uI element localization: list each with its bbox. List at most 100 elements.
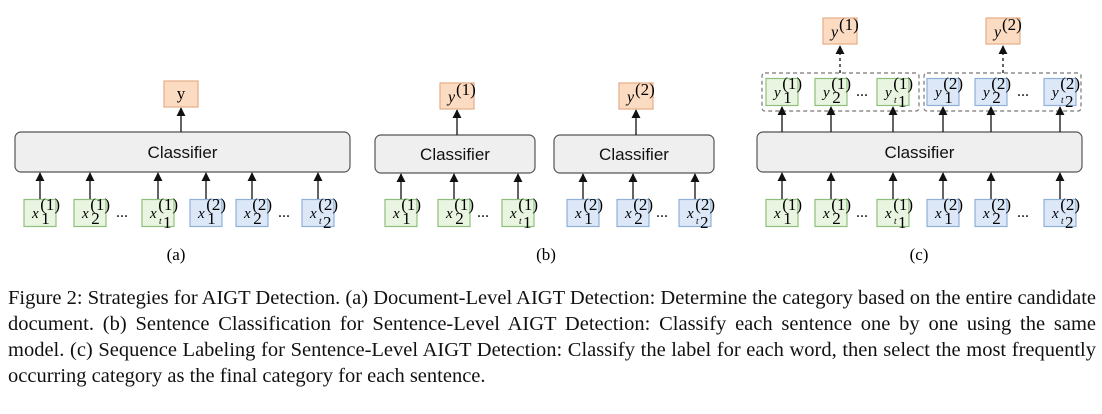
token-superscript: (2) <box>318 195 338 214</box>
token-box <box>141 198 175 228</box>
token-subsubscript: 1 <box>523 213 532 232</box>
token-superscript: (1) <box>518 195 538 214</box>
token-label: y <box>933 85 942 101</box>
token-label: x <box>574 206 582 222</box>
ellipsis: ... <box>116 204 128 221</box>
token-label: y <box>981 85 990 101</box>
output-superscript: (2) <box>1002 15 1022 34</box>
token-superscript: (1) <box>831 74 851 93</box>
panel-label: (c) <box>910 245 929 264</box>
token-box <box>1043 198 1077 228</box>
classifier-label: Classifier <box>420 145 490 164</box>
token-label: x <box>773 206 781 222</box>
output-superscript: (1) <box>839 15 859 34</box>
token-box <box>926 198 960 228</box>
classifier-label: Classifier <box>148 143 218 162</box>
ellipsis: ... <box>477 204 489 221</box>
label-box <box>926 77 960 107</box>
token-subscript: t <box>1061 96 1064 106</box>
token-label: x <box>81 206 89 222</box>
classifier-label: Classifier <box>885 143 955 162</box>
token-subscript: 1 <box>207 209 216 228</box>
token-box <box>501 198 535 228</box>
token-subscript: t <box>519 217 522 227</box>
token-subscript: 2 <box>253 209 261 228</box>
token-subscript: t <box>319 217 322 227</box>
token-superscript: (1) <box>401 195 421 214</box>
token-label: y <box>772 85 781 101</box>
token-superscript: (2) <box>1060 74 1080 93</box>
output-label: y <box>446 89 456 106</box>
token-superscript: (2) <box>943 74 963 93</box>
token-superscript: (2) <box>943 195 963 214</box>
output-label: y <box>177 84 186 103</box>
token-superscript: (2) <box>991 74 1011 93</box>
token-label: x <box>509 206 517 222</box>
output-label-box <box>163 80 199 108</box>
ellipsis: ... <box>856 204 868 221</box>
token-box <box>384 198 418 228</box>
token-subsubscript: 1 <box>898 92 907 111</box>
token-superscript: (2) <box>583 195 603 214</box>
token-box <box>301 198 335 228</box>
output-superscript: (2) <box>635 80 655 99</box>
token-superscript: (2) <box>206 195 226 214</box>
token-box <box>566 198 600 228</box>
output-label-box <box>618 82 654 110</box>
token-subscript: 2 <box>992 209 1001 228</box>
token-subscript: 2 <box>832 209 841 228</box>
ellipsis: ... <box>1017 204 1029 221</box>
panel-label: (b) <box>536 245 556 264</box>
output-superscript: (1) <box>456 80 476 99</box>
output-label: y <box>829 24 839 41</box>
token-subscript: 1 <box>402 209 411 228</box>
classifier-box <box>14 131 351 173</box>
classifier-box <box>374 134 536 174</box>
token-box <box>616 198 650 228</box>
token-subscript: 1 <box>584 209 593 228</box>
token-subsubscript: 2 <box>1065 92 1074 111</box>
token-label: x <box>197 206 205 222</box>
label-group-box <box>761 72 920 112</box>
token-subsubscript: 1 <box>163 213 172 232</box>
token-box <box>235 198 269 228</box>
token-superscript: (1) <box>454 195 474 214</box>
token-superscript: (1) <box>782 195 802 214</box>
output-label-box <box>985 17 1021 45</box>
output-label-box <box>822 17 858 45</box>
token-superscript: (2) <box>1060 195 1080 214</box>
label-box <box>1043 77 1077 107</box>
token-subscript: t <box>159 217 162 227</box>
token-box <box>23 198 57 228</box>
ellipsis: ... <box>1017 83 1029 100</box>
token-label: x <box>243 206 251 222</box>
token-subscript: 1 <box>783 88 792 107</box>
token-subscript: 1 <box>41 209 50 228</box>
token-label: x <box>934 206 942 222</box>
token-subscript: t <box>894 96 897 106</box>
token-subsubscript: 2 <box>700 213 709 232</box>
classifier-box <box>756 131 1083 173</box>
token-box <box>437 198 471 228</box>
token-superscript: (1) <box>831 195 851 214</box>
figure-caption: Figure 2: Strategies for AIGT Detection.… <box>8 287 1096 387</box>
token-superscript: (1) <box>893 195 913 214</box>
token-subscript: t <box>1061 217 1064 227</box>
label-box <box>765 77 799 107</box>
token-subscript: t <box>696 217 699 227</box>
panel-label: (a) <box>167 245 186 264</box>
token-label: x <box>624 206 632 222</box>
token-superscript: (1) <box>782 74 802 93</box>
token-label: x <box>149 206 157 222</box>
token-subscript: 1 <box>944 88 953 107</box>
token-box <box>974 198 1008 228</box>
token-subsubscript: 2 <box>1065 213 1074 232</box>
token-label: x <box>31 206 39 222</box>
token-label: y <box>883 85 892 101</box>
token-label: x <box>822 206 830 222</box>
token-box <box>73 198 107 228</box>
token-subscript: 2 <box>992 88 1001 107</box>
label-group-box <box>923 72 1082 112</box>
token-label: x <box>1051 206 1059 222</box>
ellipsis: ... <box>656 204 668 221</box>
